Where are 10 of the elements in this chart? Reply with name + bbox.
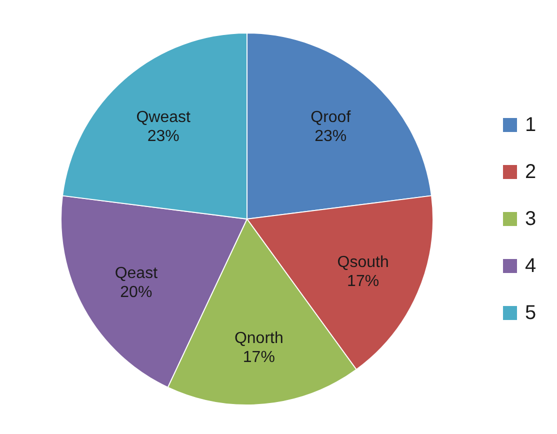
data-label: Qnorth 17% bbox=[234, 330, 284, 366]
legend-label: 3 bbox=[525, 208, 536, 230]
legend-label: 5 bbox=[525, 302, 536, 324]
legend-label: 2 bbox=[525, 161, 536, 183]
legend-label: 1 bbox=[525, 114, 536, 136]
data-label: Qroof 23% bbox=[310, 109, 352, 146]
legend-label: 4 bbox=[525, 255, 536, 277]
data-label: Qsouth 17% bbox=[337, 254, 389, 290]
data-label: Qeast 20% bbox=[114, 264, 158, 301]
data-label: Qweast 23% bbox=[136, 109, 192, 146]
